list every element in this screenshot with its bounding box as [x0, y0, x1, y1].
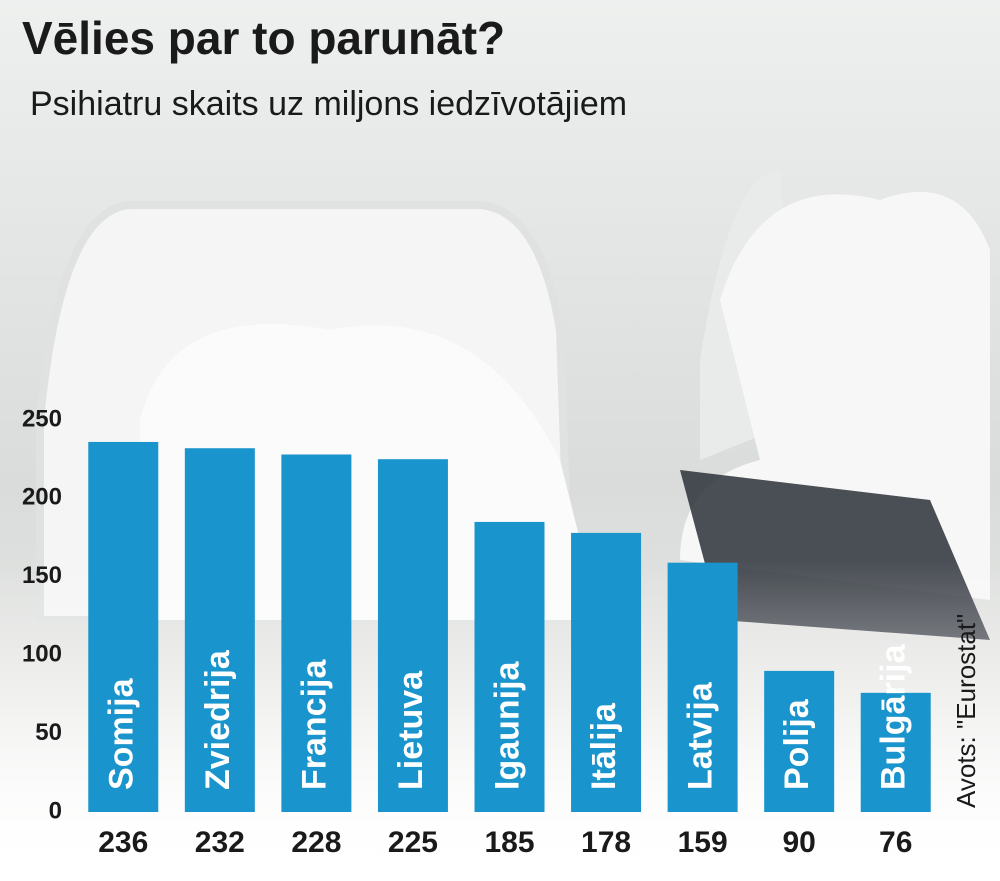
y-tick-label: 0 — [49, 797, 62, 824]
bar — [281, 454, 352, 812]
y-tick-label: 100 — [22, 641, 62, 668]
value-label: 76 — [879, 826, 912, 859]
value-label: 178 — [581, 826, 631, 859]
value-label: 228 — [291, 826, 341, 859]
y-tick-label: 50 — [35, 719, 62, 746]
category-label: Bulgārija — [875, 643, 913, 790]
bar — [88, 441, 159, 812]
value-label: 236 — [98, 826, 148, 859]
category-label: Somija — [102, 677, 140, 790]
bar — [377, 459, 448, 812]
category-label: Itālija — [585, 702, 623, 790]
category-label: Francija — [295, 659, 333, 790]
value-label: 185 — [484, 826, 534, 859]
chart-title: Vēlies par to parunāt? — [22, 12, 505, 64]
bar — [764, 670, 835, 812]
category-label: Lietuva — [392, 670, 430, 790]
value-label: 159 — [678, 826, 728, 859]
y-tick-label: 200 — [22, 484, 62, 511]
value-label: 225 — [388, 826, 438, 859]
bar — [667, 562, 738, 812]
bar — [860, 692, 931, 812]
category-label: Polija — [778, 698, 816, 790]
category-label: Latvija — [682, 681, 720, 790]
value-label: 232 — [195, 826, 245, 859]
y-tick-label: 150 — [22, 562, 62, 589]
source-note: Avots: "Eurostat" — [951, 614, 981, 808]
chart-subtitle: Psihiatru skaits uz miljons iedzīvotājie… — [30, 85, 627, 123]
bar — [474, 521, 545, 812]
bar — [571, 532, 642, 812]
bar — [184, 448, 255, 812]
value-label: 90 — [782, 826, 815, 859]
category-label: Igaunija — [488, 660, 526, 790]
category-label: Zviedrija — [199, 649, 237, 790]
y-tick-label: 250 — [22, 405, 62, 432]
